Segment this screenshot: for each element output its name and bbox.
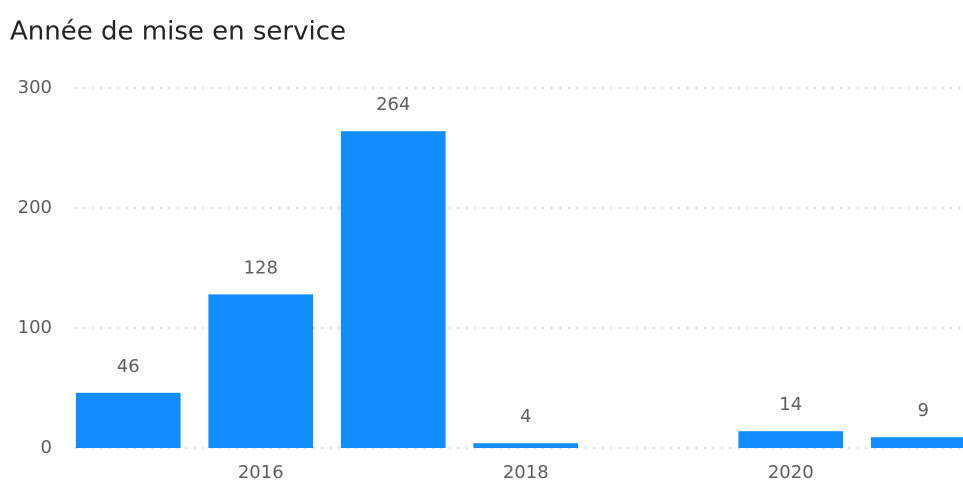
- x-tick-label: 2016: [238, 462, 284, 483]
- bar: [340, 131, 446, 448]
- data-label: 4: [520, 406, 531, 427]
- bar: [738, 431, 844, 448]
- bar: [208, 294, 314, 448]
- bar: [473, 443, 579, 448]
- plot-area: [75, 131, 963, 448]
- data-label: 14: [779, 394, 802, 415]
- y-tick-label: 100: [18, 317, 52, 338]
- data-label: 9: [918, 400, 929, 421]
- x-tick-label: 2018: [503, 462, 549, 483]
- y-tick-label: 300: [18, 77, 52, 98]
- bar: [870, 437, 963, 448]
- y-tick-label: 0: [41, 437, 52, 458]
- bar: [75, 392, 181, 448]
- data-label: 264: [376, 94, 410, 115]
- y-tick-label: 200: [18, 197, 52, 218]
- x-tick-label: 2020: [768, 462, 814, 483]
- data-label: 46: [117, 356, 140, 377]
- data-label: 128: [244, 257, 278, 278]
- chart-title: Année de mise en service: [10, 17, 346, 47]
